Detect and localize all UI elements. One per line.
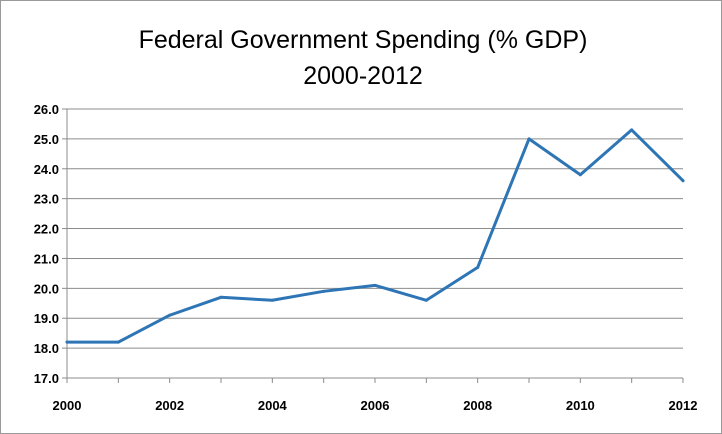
x-tick-label-6: 2012 — [669, 398, 698, 413]
x-tick-label-2: 2004 — [258, 398, 288, 413]
data-point-2001 — [116, 340, 120, 344]
data-point-2009 — [527, 137, 531, 141]
y-tick-label-6: 23.0 — [34, 192, 59, 207]
y-tick-label-8: 25.0 — [34, 132, 59, 147]
data-point-2003 — [219, 295, 223, 299]
data-point-2006 — [373, 283, 377, 287]
axis-layer — [62, 108, 684, 383]
y-tick-label-5: 22.0 — [34, 222, 59, 237]
series-line-0 — [65, 128, 685, 344]
y-tick-label-4: 21.0 — [34, 251, 59, 266]
x-tick-label-5: 2010 — [566, 398, 595, 413]
x-tick-label-0: 2000 — [53, 398, 82, 413]
data-point-2004 — [270, 298, 274, 302]
x-tick-label-4: 2008 — [463, 398, 492, 413]
data-point-2005 — [322, 289, 326, 293]
data-point-2010 — [578, 173, 582, 177]
grid-layer — [67, 108, 683, 379]
data-point-2002 — [168, 313, 172, 317]
series-layer — [65, 128, 685, 344]
y-tick-label-3: 20.0 — [34, 281, 59, 296]
x-tick-labels: 2000 2002 2004 2006 2008 2010 2012 — [53, 398, 698, 413]
chart-title-line-2: 2000-2012 — [303, 62, 423, 90]
y-tick-label-2: 19.0 — [34, 311, 59, 326]
y-tick-label-1: 18.0 — [34, 341, 59, 356]
chart-title-line-1: Federal Government Spending (% GDP) — [139, 26, 588, 54]
x-tick-label-3: 2006 — [361, 398, 390, 413]
y-tick-label-7: 24.0 — [34, 162, 59, 177]
y-tick-labels: 17.0 18.0 19.0 20.0 21.0 22.0 23.0 24.0 25.0 26.0 — [34, 102, 59, 386]
data-point-2012 — [681, 179, 685, 183]
y-tick-label-0: 17.0 — [34, 371, 59, 386]
y-tick-label-9: 26.0 — [34, 102, 59, 117]
data-point-2008 — [476, 265, 480, 269]
data-point-2000 — [65, 340, 69, 344]
data-point-2007 — [424, 298, 428, 302]
data-point-2011 — [630, 128, 634, 132]
x-tick-label-1: 2002 — [155, 398, 184, 413]
